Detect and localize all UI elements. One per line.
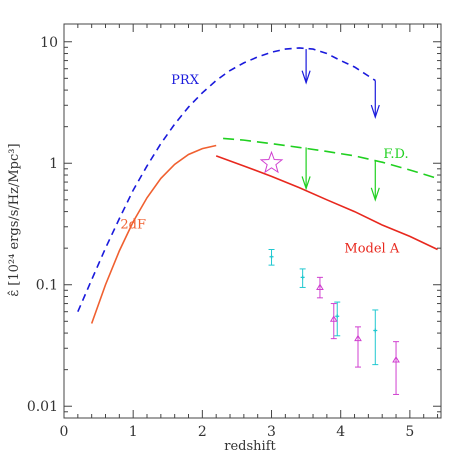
data-point-cyan [335,314,340,319]
upper-limit-arrowhead [370,104,380,119]
upper-limit-arrowhead [370,187,380,202]
series-line-2df [90,144,217,324]
y-tick-label: 0.01 [27,399,58,415]
data-point-magenta [329,315,338,322]
series-line-model-a [215,155,438,251]
upper-limit-arrows [301,49,380,202]
y-tick-label: 10 [40,35,58,51]
annotation-2df: 2dF [120,218,146,233]
annotation-model-a: Model A [344,241,399,256]
annotation-f-d: F.D. [383,147,408,162]
x-tick-label: 5 [405,424,414,440]
data-point-magenta [392,356,400,363]
annotation-prx: PRX [171,73,200,88]
data-point-magenta [316,283,324,290]
y-axis-ticks: 0.01 0.1 1 10 [27,35,441,419]
series-line-f-d [223,137,438,180]
x-tick-label: 2 [198,424,207,440]
data-point-cyan [269,254,274,259]
x-tick-label: 4 [336,424,345,440]
plot-border [63,23,442,419]
series-layer [77,47,438,324]
star-marker [259,150,284,174]
x-axis-ticks: 0 1 2 3 4 5 [60,24,439,440]
y-tick-label: 1 [49,156,58,172]
y-tick-label: 0.1 [36,278,58,294]
x-tick-label: 1 [129,424,138,440]
upper-limit-arrowhead [301,176,311,191]
data-point-magenta [354,334,362,342]
plot-frame [63,23,442,419]
x-axis-label: redshift [224,439,276,454]
x-tick-label: 0 [60,424,69,440]
series-line-prx [77,47,376,313]
data-point-cyan [373,328,378,333]
data-points [259,150,400,395]
data-point-cyan [300,275,305,280]
y-axis-label: ε̂ [10²⁴ ergs/s/Hz/Mpc³] [7,143,22,296]
upper-limit-arrowhead [301,70,311,85]
x-tick-label: 3 [267,424,276,440]
annotations: PRX 2dF F.D. Model A [120,73,408,256]
